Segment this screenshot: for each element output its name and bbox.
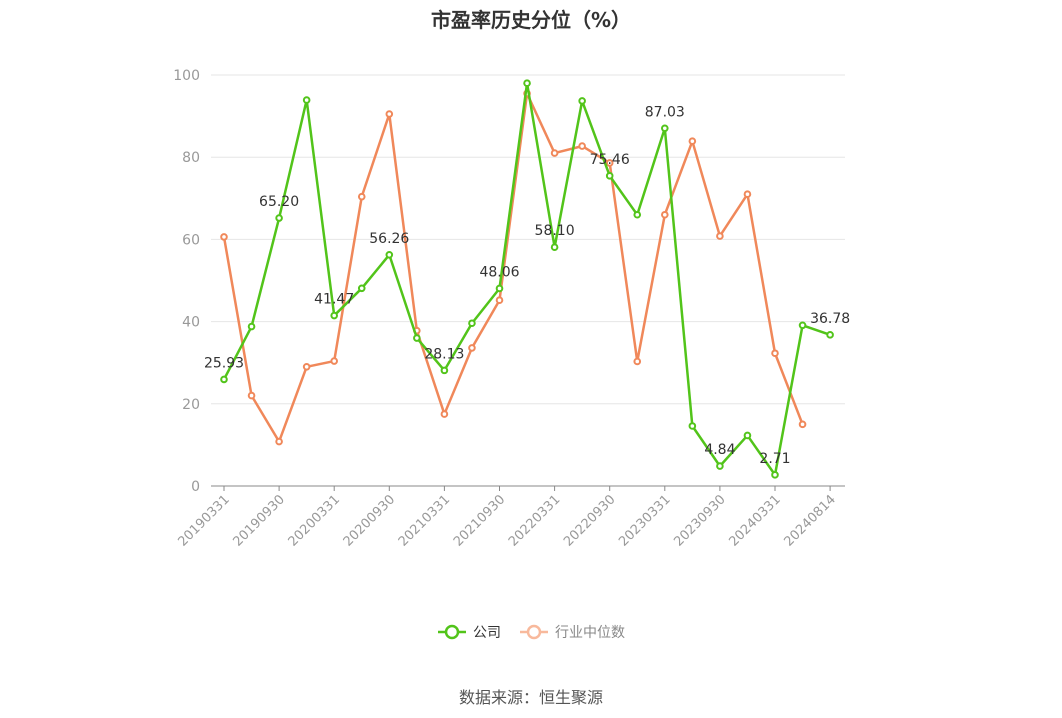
data-point[interactable] — [688, 422, 697, 430]
data-point[interactable] — [688, 137, 697, 145]
data-point[interactable] — [550, 149, 559, 157]
x-tick-label: 20210930 — [451, 492, 508, 549]
y-tick-label: 80 — [182, 150, 200, 166]
data-label: 48.06 — [479, 264, 519, 280]
data-point[interactable] — [357, 192, 366, 201]
y-tick-label: 40 — [182, 315, 200, 331]
data-point[interactable] — [275, 437, 283, 446]
x-tick-label: 20200331 — [286, 492, 343, 549]
x-tick-label: 20190930 — [231, 492, 288, 549]
x-tick-label: 20220331 — [506, 492, 563, 549]
data-point[interactable] — [743, 431, 752, 440]
data-point[interactable] — [826, 331, 834, 339]
data-point[interactable] — [578, 142, 586, 150]
data-label: 36.78 — [810, 311, 850, 327]
data-point[interactable] — [716, 462, 724, 470]
data-source: 数据来源：恒生聚源 — [458, 688, 603, 707]
data-point[interactable] — [771, 349, 779, 358]
legend-item-company[interactable]: 公司 — [437, 622, 501, 642]
data-label: 2.71 — [759, 451, 790, 467]
data-point[interactable] — [413, 334, 421, 342]
data-label: 25.93 — [204, 355, 244, 371]
data-label: 4.84 — [704, 442, 735, 458]
y-tick-label: 100 — [173, 68, 200, 84]
data-point[interactable] — [357, 284, 366, 293]
legend-label-industry: 行业中位数 — [555, 625, 625, 641]
data-point[interactable] — [661, 210, 669, 219]
y-tick-label: 0 — [191, 479, 200, 495]
x-tick-label: 20240331 — [726, 492, 783, 549]
data-point[interactable] — [523, 79, 531, 88]
data-point[interactable] — [468, 344, 476, 352]
series-lines — [220, 79, 834, 479]
data-point[interactable] — [578, 97, 586, 105]
data-point[interactable] — [385, 110, 394, 118]
data-point[interactable] — [605, 159, 614, 167]
y-tick-label: 60 — [182, 232, 200, 248]
legend-industry-icon — [520, 624, 548, 640]
data-point[interactable] — [440, 366, 449, 375]
series-line-0 — [222, 81, 831, 477]
data-point[interactable] — [302, 363, 311, 371]
legend-company-icon — [438, 624, 466, 640]
data-point[interactable] — [716, 232, 724, 240]
x-tick-label: 20200930 — [341, 492, 398, 549]
data-point[interactable] — [440, 410, 449, 418]
data-label: 56.26 — [369, 231, 409, 247]
data-label: 87.03 — [645, 104, 685, 120]
legend-item-industry[interactable]: 行业中位数 — [519, 622, 625, 642]
data-point[interactable] — [661, 124, 669, 133]
data-label: 65.20 — [259, 194, 299, 210]
data-point[interactable] — [275, 214, 283, 222]
data-label: 28.13 — [424, 346, 464, 362]
chart-title: 市盈率历史分位（%） — [430, 8, 632, 32]
data-label: 58.10 — [535, 223, 575, 239]
data-point[interactable] — [743, 190, 752, 198]
x-tick-label: 20220930 — [561, 492, 618, 549]
data-label: 41.47 — [314, 292, 354, 308]
x-tick-label: 20210331 — [396, 492, 453, 549]
x-tick-label: 20190331 — [175, 492, 232, 549]
x-tick-label: 20230331 — [616, 492, 673, 549]
data-point[interactable] — [330, 311, 339, 320]
legend-label-company: 公司 — [473, 625, 501, 641]
data-point[interactable] — [633, 210, 642, 219]
data-point[interactable] — [495, 296, 504, 305]
data-point[interactable] — [468, 319, 476, 328]
data-point[interactable] — [220, 233, 228, 241]
data-point[interactable] — [605, 172, 614, 180]
data-point[interactable] — [798, 321, 807, 330]
data-point[interactable] — [550, 243, 559, 252]
data-point[interactable] — [385, 250, 394, 259]
legend: 公司 行业中位数 — [0, 622, 1062, 642]
data-point[interactable] — [247, 391, 256, 400]
data-point[interactable] — [302, 96, 311, 104]
data-point[interactable] — [247, 322, 256, 331]
series-line-1 — [222, 92, 804, 443]
data-point[interactable] — [495, 284, 504, 293]
data-label: 75.46 — [590, 152, 630, 168]
y-tick-label: 20 — [182, 397, 200, 413]
data-point[interactable] — [771, 471, 779, 479]
x-tick-label: 20230930 — [671, 492, 728, 549]
data-labels: 25.93 65.20 41.47 56.26 28.13 48.06 58.10 75.46… — [204, 104, 850, 467]
data-point[interactable] — [798, 420, 807, 429]
data-point[interactable] — [330, 357, 339, 365]
data-point[interactable] — [220, 375, 228, 384]
x-tick-label: 20240814 — [782, 492, 839, 549]
axes: 0 20 40 60 80 100 2019033120190930202003312020… — [173, 68, 845, 550]
grid-lines — [211, 74, 845, 405]
data-point[interactable] — [633, 357, 642, 366]
